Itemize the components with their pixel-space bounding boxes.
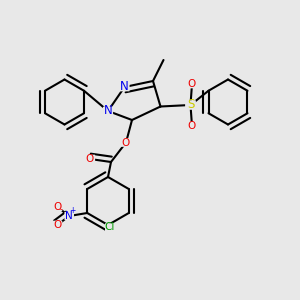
FancyBboxPatch shape [105,223,115,232]
Text: O: O [53,202,61,212]
FancyBboxPatch shape [64,212,74,220]
FancyBboxPatch shape [185,100,196,110]
Text: N: N [103,104,112,118]
Text: -: - [59,206,62,214]
FancyBboxPatch shape [103,106,113,115]
Text: Cl: Cl [105,222,115,233]
Text: O: O [188,121,196,131]
FancyBboxPatch shape [187,80,197,88]
FancyBboxPatch shape [121,138,131,147]
FancyBboxPatch shape [119,82,130,91]
FancyBboxPatch shape [85,155,95,163]
Text: N: N [120,80,129,94]
Text: O: O [86,154,94,164]
Text: O: O [53,220,61,230]
Text: O: O [122,137,130,148]
FancyBboxPatch shape [187,122,197,130]
Text: +: + [70,206,76,215]
FancyBboxPatch shape [52,202,62,211]
FancyBboxPatch shape [52,220,62,229]
Text: N: N [65,211,73,221]
Text: O: O [188,79,196,89]
Text: S: S [187,98,194,112]
